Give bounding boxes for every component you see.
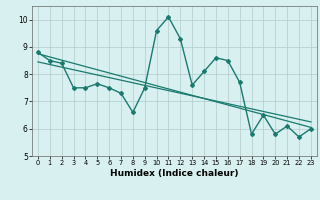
X-axis label: Humidex (Indice chaleur): Humidex (Indice chaleur)	[110, 169, 239, 178]
